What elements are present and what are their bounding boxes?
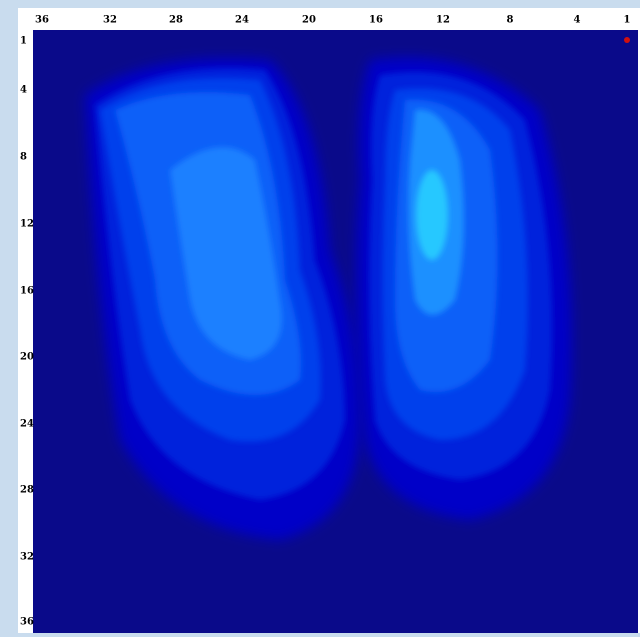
left-label: 20 (20, 352, 34, 363)
contour-view: 36 32 28 24 20 16 12 8 4 1 1 4 8 12 16 20 24 28 32 36 (0, 0, 640, 633)
marker (624, 37, 630, 43)
left-label: 4 (20, 85, 27, 96)
right-region (356, 57, 572, 520)
left-label: 36 (20, 617, 34, 628)
left-label: 1 (20, 36, 27, 47)
top-label: 16 (369, 15, 383, 26)
left-label: 28 (20, 485, 34, 496)
top-label: 8 (507, 15, 514, 26)
left-label: 12 (20, 219, 34, 230)
top-label: 1 (624, 15, 631, 26)
top-label: 28 (169, 15, 183, 26)
top-label: 20 (302, 15, 316, 26)
left-label: 16 (20, 286, 34, 297)
top-label: 12 (436, 15, 450, 26)
top-label: 4 (574, 15, 581, 26)
top-label: 24 (235, 15, 249, 26)
left-label: 32 (20, 552, 34, 563)
left-label: 24 (20, 419, 34, 430)
top-label: 32 (103, 15, 117, 26)
top-label: 36 (35, 15, 49, 26)
viewer: 36 32 28 24 20 16 12 8 4 1 1 4 8 12 16 20 24 28 32 36 (0, 0, 640, 633)
left-label: 8 (20, 152, 27, 163)
